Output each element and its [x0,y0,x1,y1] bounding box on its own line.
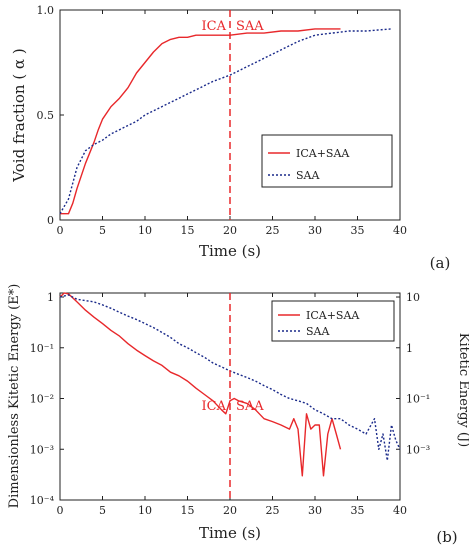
panel-a-legend: ICA+SAA SAA [261,134,393,188]
x-tick-label: 25 [266,504,280,517]
y-tick-label: 10⁻³ [30,443,54,456]
panel-b-saa-label: SAA [236,399,264,414]
x-tick-label: 5 [99,504,106,517]
series-line-ica-saa [59,292,342,477]
panel-a-legend-ica-saa: ICA+SAA [296,147,350,160]
x-tick-label: 35 [351,504,365,517]
x-tick-label: 20 [223,504,237,517]
y2-tick-label: 10⁻¹ [406,393,430,406]
panel-b-legend-ica-saa: ICA+SAA [306,309,360,322]
y-tick-label: 1.0 [37,4,55,17]
series-line-saa [59,294,401,462]
x-tick-label: 15 [181,224,195,237]
panel-b-y2-axis-label: Kitetic Energy (J) [456,333,469,448]
panel-b-ticks: 0 5 10 15 20 25 30 35 40 1 10⁻¹ 10⁻² 10⁻³ 10⁻⁴ 10 1 10⁻¹… [30,291,430,517]
y-tick-label: 10⁻⁴ [30,494,55,507]
panel-b-legend-box [271,300,395,342]
panel-a-label: (a) [430,254,451,272]
y2-tick-label: 10 [406,291,420,304]
panel-a-legend-box [261,134,393,188]
panel-b-legend-saa: SAA [306,325,330,338]
panel-a-void-fraction-chart: 0 5 10 15 20 25 30 35 40 0 0.5 1.0 ICA SAA Time (s)… [10,4,450,272]
panel-b-ica-label: ICA [202,399,227,414]
x-tick-label: 10 [138,504,152,517]
series-line-ica-saa [60,28,341,215]
x-tick-label: 0 [57,504,64,517]
x-tick-label: 30 [308,504,322,517]
y-tick-label: 0 [47,214,54,227]
x-tick-label: 0 [57,224,64,237]
x-tick-label: 30 [308,224,322,237]
panel-b-kinetic-energy-chart: 0 5 10 15 20 25 30 35 40 1 10⁻¹ 10⁻² 10⁻³ 10⁻⁴ 10 1 10⁻¹… [7,284,469,546]
panel-b-label: (b) [436,528,457,546]
series-line-saa [59,28,392,215]
y-tick-label: 10⁻¹ [30,342,54,355]
x-tick-label: 35 [351,224,365,237]
panel-b-legend: ICA+SAA SAA [271,300,395,342]
y-tick-label: 0.5 [37,109,55,122]
x-tick-label: 15 [181,504,195,517]
panel-a-series [59,28,392,215]
x-tick-label: 5 [99,224,106,237]
y2-tick-label: 1 [406,342,413,355]
panel-a-legend-saa: SAA [296,169,320,182]
x-tick-label: 40 [393,224,407,237]
y-tick-label: 1 [47,291,54,304]
panel-b-series [59,292,401,477]
panel-a-ica-label: ICA [202,19,227,34]
panel-b-y-axis-label: Dimensionless Kitetic Energy (E*) [7,284,22,509]
x-tick-label: 10 [138,224,152,237]
y2-tick-label: 10⁻³ [406,443,430,456]
panel-b-x-axis-label: Time (s) [199,524,261,542]
panel-a-y-axis-label: Void fraction ( α ) [10,48,28,182]
y-tick-label: 10⁻² [30,393,54,406]
panel-a-saa-label: SAA [236,19,264,34]
panel-a-ticks: 0 5 10 15 20 25 30 35 40 0 0.5 1.0 [37,4,408,237]
x-tick-label: 25 [266,224,280,237]
x-tick-label: 40 [393,504,407,517]
x-tick-label: 20 [223,224,237,237]
panel-a-x-axis-label: Time (s) [199,242,261,260]
